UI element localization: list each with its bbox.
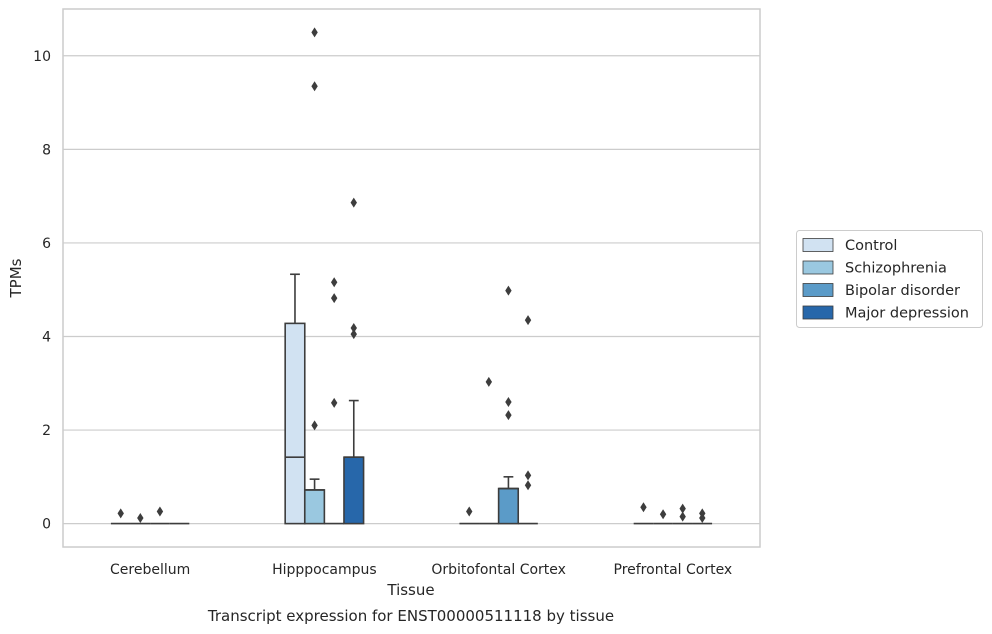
x-tick-label: Cerebellum [110, 562, 190, 578]
x-tick-label: Hipppocampus [272, 562, 377, 578]
flier-point [659, 509, 667, 520]
x-axis-label: Tissue [386, 581, 434, 599]
legend-items: Control Schizophrenia Bipolar disorder Majo… [802, 238, 969, 322]
flier-point [330, 293, 338, 304]
box-body [284, 322, 306, 525]
flier-point [679, 511, 686, 522]
y-tick-label: 2 [42, 423, 51, 439]
legend-frame [796, 230, 983, 328]
box-body [497, 487, 520, 525]
flier-point [330, 397, 338, 408]
flier-point [524, 470, 532, 481]
legend-label: Control [845, 238, 897, 254]
y-tick-label: 10 [33, 49, 51, 65]
legend-label: Schizophrenia [845, 261, 947, 277]
y-axis-label: TPMs [7, 258, 25, 298]
flier-point [350, 197, 357, 208]
box-1-3 [343, 399, 365, 525]
flier-point [311, 420, 318, 431]
y-tick-label: 6 [42, 236, 51, 252]
legend-label: Bipolar disorder [845, 283, 960, 299]
flier-point [311, 27, 318, 38]
flier-point [466, 506, 473, 517]
legend-label: Major depression [845, 306, 969, 322]
flier-point [699, 508, 706, 519]
flier-point [311, 81, 318, 92]
plot-fliers [117, 27, 706, 523]
y-tick-labels: 0 2 4 6 8 10 [33, 49, 51, 533]
y-tick-label: 8 [42, 142, 51, 158]
x-tick-label: Prefrontal Cortex [614, 562, 733, 578]
legend-swatch [802, 260, 834, 275]
grid-lines [63, 55, 760, 525]
flier-point [350, 323, 357, 334]
legend: Control Schizophrenia Bipolar disorder Majo… [796, 230, 983, 328]
box-1-0 [284, 273, 306, 525]
plot-frame [62, 8, 761, 548]
y-tick-label: 4 [42, 329, 51, 345]
x-tick-labels: Cerebellum Hipppocampus Orbitofontal Corte… [110, 562, 732, 578]
legend-swatch [802, 238, 834, 252]
flier-point [679, 503, 686, 514]
flier-point [137, 512, 144, 523]
x-tick-label: Orbitofontal Cortex [431, 562, 566, 578]
box-body [303, 489, 326, 525]
y-tick-label: 0 [42, 517, 51, 533]
flier-point [524, 315, 532, 326]
chart-title: Transcript expression for ENST0000051111… [207, 607, 614, 625]
flier-point [156, 506, 164, 517]
flier-point [505, 285, 512, 296]
flier-point [330, 277, 338, 288]
box-body [343, 456, 365, 525]
plot-boxes [110, 273, 713, 525]
flier-point [485, 376, 493, 387]
legend-swatch [802, 305, 834, 320]
legend-swatch [802, 283, 834, 297]
flier-point [117, 508, 124, 519]
flier-point [505, 396, 512, 407]
flier-point [640, 502, 647, 513]
box-2-2 [497, 476, 520, 525]
flier-point [505, 410, 512, 421]
flier-point [350, 329, 357, 340]
flier-point [524, 480, 532, 491]
box-1-1 [303, 478, 326, 525]
